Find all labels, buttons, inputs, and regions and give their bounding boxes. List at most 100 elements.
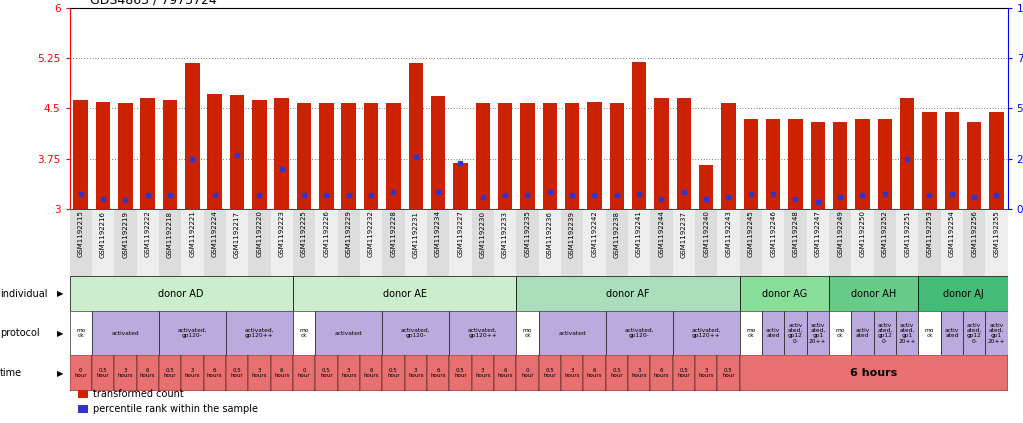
- Text: 3
hours: 3 hours: [565, 368, 580, 379]
- Text: GSM1192240: GSM1192240: [703, 211, 709, 258]
- Text: 0
hour: 0 hour: [521, 368, 534, 379]
- Text: protocol: protocol: [0, 328, 40, 338]
- Bar: [70, 276, 293, 311]
- Text: GSM1192236: GSM1192236: [546, 211, 552, 258]
- Text: 0
hour: 0 hour: [298, 368, 310, 379]
- Bar: [520, 103, 535, 209]
- Bar: [118, 103, 133, 209]
- Bar: [449, 311, 517, 355]
- Text: donor AE: donor AE: [383, 288, 427, 299]
- Text: 6
hours: 6 hours: [274, 368, 290, 379]
- Text: GSM1192250: GSM1192250: [859, 211, 865, 258]
- Text: GSM1192244: GSM1192244: [659, 211, 665, 257]
- Bar: [115, 209, 137, 276]
- Bar: [788, 118, 803, 209]
- Text: 0.5
hour: 0.5 hour: [387, 368, 400, 379]
- Text: activated: activated: [559, 331, 586, 335]
- Text: individual: individual: [0, 288, 47, 299]
- Text: activ
ated,
gp1
20++: activ ated, gp1 20++: [988, 322, 1006, 344]
- Text: 6
hours: 6 hours: [431, 368, 446, 379]
- Bar: [271, 355, 293, 391]
- Text: GSM1192230: GSM1192230: [480, 211, 486, 258]
- Bar: [606, 311, 673, 355]
- Text: 0.5
hour: 0.5 hour: [164, 368, 176, 379]
- Bar: [293, 311, 315, 355]
- Text: 0.5
hour: 0.5 hour: [677, 368, 691, 379]
- Text: GSM1192249: GSM1192249: [837, 211, 843, 258]
- Bar: [542, 103, 558, 209]
- Bar: [785, 209, 807, 276]
- Bar: [651, 355, 673, 391]
- Bar: [453, 162, 468, 209]
- Bar: [70, 209, 92, 276]
- Bar: [851, 311, 874, 355]
- Bar: [140, 99, 155, 209]
- Bar: [740, 311, 762, 355]
- Bar: [494, 355, 517, 391]
- Text: 0.5
hour: 0.5 hour: [611, 368, 623, 379]
- Legend: transformed count, percentile rank within the sample: transformed count, percentile rank withi…: [75, 385, 262, 418]
- Bar: [405, 355, 427, 391]
- Text: 0.5
hour: 0.5 hour: [543, 368, 557, 379]
- Text: mo
ck: mo ck: [836, 328, 845, 338]
- Bar: [70, 311, 92, 355]
- Text: 3
hours: 3 hours: [699, 368, 714, 379]
- Text: GSM1192231: GSM1192231: [412, 211, 418, 258]
- Bar: [587, 102, 602, 209]
- Text: GSM1192229: GSM1192229: [346, 211, 352, 258]
- Bar: [360, 355, 383, 391]
- Bar: [632, 62, 647, 209]
- Bar: [204, 209, 226, 276]
- Text: activated,
gp120++: activated, gp120++: [468, 328, 497, 338]
- Text: GSM1192255: GSM1192255: [993, 211, 999, 257]
- Bar: [717, 209, 740, 276]
- Bar: [740, 355, 1008, 391]
- Bar: [360, 209, 383, 276]
- Text: donor AD: donor AD: [159, 288, 204, 299]
- Text: 3
hours: 3 hours: [408, 368, 424, 379]
- Text: GSM1192252: GSM1192252: [882, 211, 888, 257]
- Bar: [315, 209, 338, 276]
- Bar: [922, 112, 937, 209]
- Bar: [628, 209, 651, 276]
- Text: 3
hours: 3 hours: [341, 368, 356, 379]
- Text: activated: activated: [335, 331, 362, 335]
- Text: GSM1192225: GSM1192225: [301, 211, 307, 257]
- Text: GSM1192221: GSM1192221: [189, 211, 195, 258]
- Bar: [561, 209, 583, 276]
- Bar: [833, 122, 847, 209]
- Text: GSM1192220: GSM1192220: [257, 211, 263, 258]
- Text: ▶: ▶: [57, 369, 63, 378]
- Bar: [96, 102, 110, 209]
- Bar: [249, 355, 270, 391]
- Text: GSM1192242: GSM1192242: [591, 211, 597, 257]
- Bar: [383, 209, 405, 276]
- Bar: [185, 63, 199, 209]
- Text: activ
ated: activ ated: [855, 328, 870, 338]
- Bar: [673, 311, 740, 355]
- Bar: [364, 103, 379, 209]
- Bar: [762, 209, 785, 276]
- Text: donor AJ: donor AJ: [942, 288, 983, 299]
- Bar: [226, 209, 249, 276]
- Bar: [878, 118, 892, 209]
- Bar: [807, 311, 829, 355]
- Text: GSM1192219: GSM1192219: [123, 211, 129, 258]
- Text: GSM1192256: GSM1192256: [971, 211, 977, 258]
- Text: 6
hours: 6 hours: [497, 368, 513, 379]
- Bar: [941, 209, 963, 276]
- Text: GSM1192234: GSM1192234: [435, 211, 441, 258]
- Bar: [699, 165, 713, 209]
- Text: activated,
gp120-: activated, gp120-: [624, 328, 654, 338]
- Bar: [181, 355, 204, 391]
- Bar: [204, 355, 226, 391]
- Bar: [539, 311, 606, 355]
- Text: ▶: ▶: [57, 289, 63, 298]
- Bar: [874, 209, 896, 276]
- Text: activ
ated,
gp12
0-: activ ated, gp12 0-: [877, 322, 892, 344]
- Text: 6
hours: 6 hours: [587, 368, 603, 379]
- Text: activ
ated: activ ated: [766, 328, 781, 338]
- Bar: [319, 103, 333, 209]
- Text: activated,
gp120-: activated, gp120-: [178, 328, 208, 338]
- Text: GSM1192222: GSM1192222: [144, 211, 150, 257]
